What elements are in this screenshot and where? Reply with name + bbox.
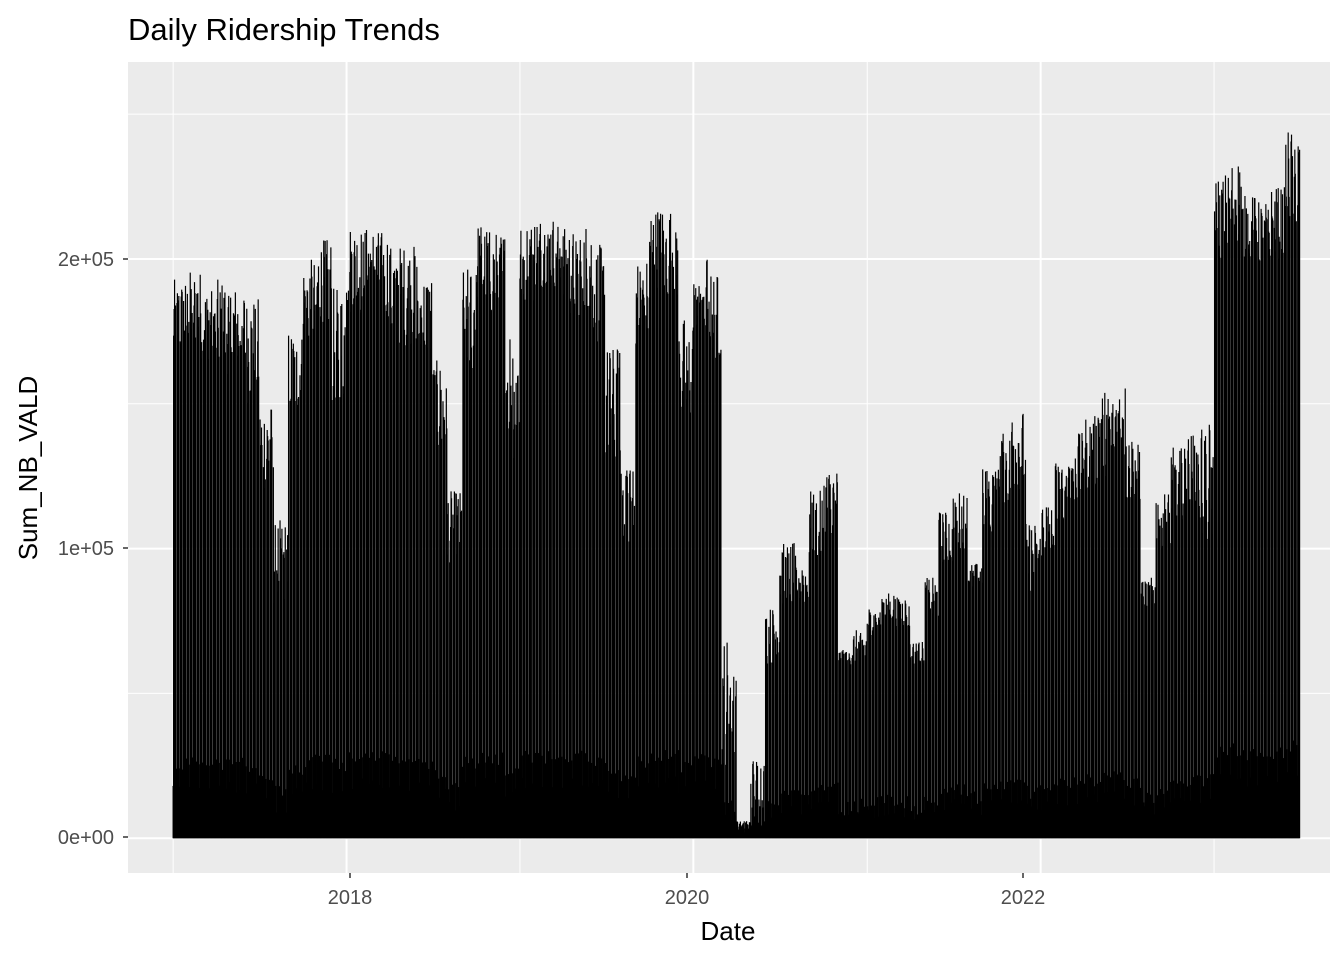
x-axis-title: Date	[701, 916, 756, 946]
x-tick-label-2: 2022	[1001, 887, 1046, 909]
data-bars	[172, 132, 1301, 839]
x-tick-label-0: 2018	[328, 887, 373, 909]
y-tick-label-1: 1e+05	[58, 538, 114, 560]
y-axis-title: Sum_NB_VALD	[13, 376, 43, 561]
chart-title: Daily Ridership Trends	[128, 12, 440, 47]
y-axis: 0e+00 1e+05 2e+05	[58, 249, 128, 849]
x-tick-label-1: 2020	[665, 887, 710, 909]
y-tick-label-0: 0e+00	[58, 827, 114, 849]
y-tick-label-2: 2e+05	[58, 249, 114, 271]
x-axis: 2018 2020 2022	[328, 873, 1046, 909]
